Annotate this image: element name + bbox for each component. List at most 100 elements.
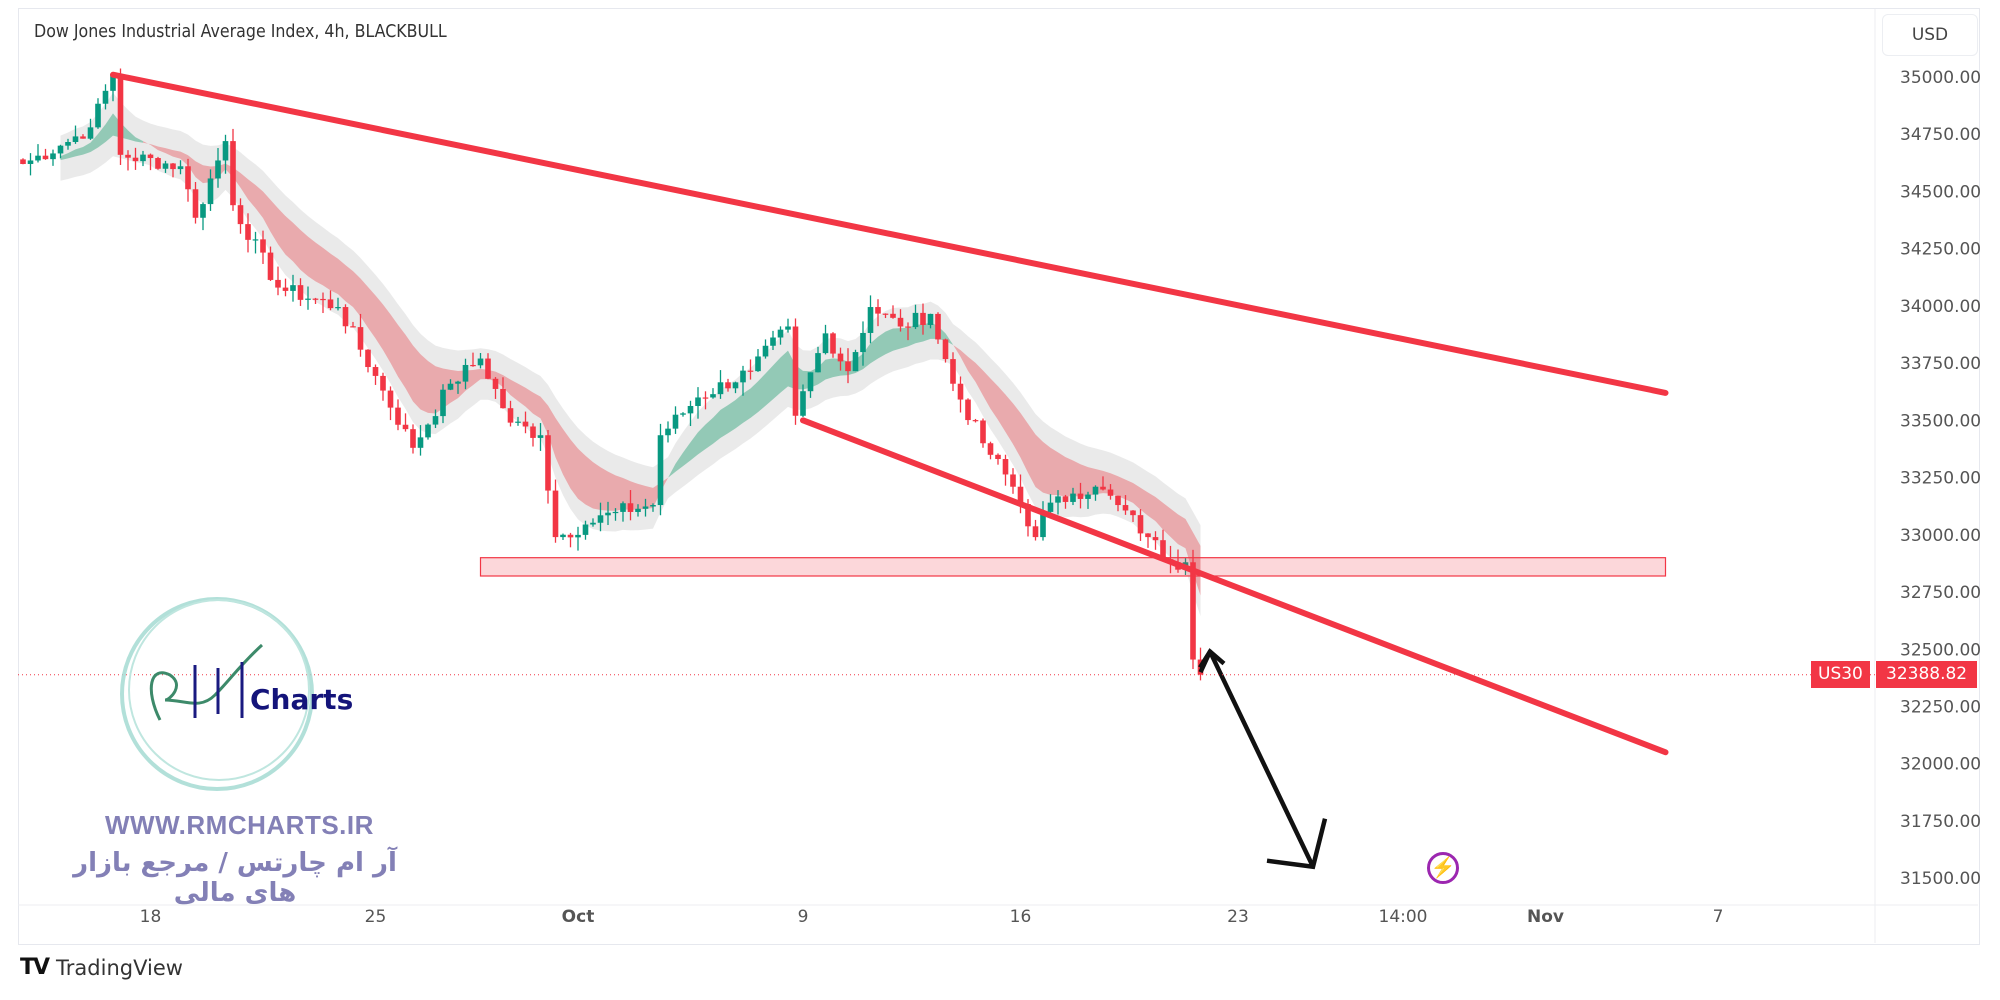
candle-body [342, 307, 349, 327]
footer[interactable]: TV TradingView [20, 955, 183, 980]
candle-body [522, 421, 529, 427]
candle [740, 365, 746, 396]
upper-trendline [110, 71, 1669, 396]
candle-body [597, 515, 604, 523]
candle [522, 411, 529, 434]
candle [800, 384, 806, 418]
candle [72, 125, 79, 144]
ribbon-segment [420, 354, 428, 413]
candle [402, 413, 409, 432]
price-axis[interactable]: 35000.00 34750.00 34500.00 34250.00 34000.00… [1900, 68, 1981, 889]
ribbon-segment [98, 124, 106, 148]
candle-body [245, 224, 251, 240]
ribbon-segment [990, 378, 998, 420]
candle-body [80, 136, 86, 139]
candle [477, 352, 484, 369]
ribbon-segment [705, 417, 713, 449]
price-tick-label: 35000.00 [1900, 68, 1981, 88]
candle [395, 399, 401, 431]
candle-body [665, 428, 671, 436]
candle [207, 169, 214, 211]
candle [710, 388, 716, 399]
candle-body [1062, 496, 1069, 502]
candle [20, 158, 26, 165]
candle [665, 421, 671, 443]
candle-body [50, 153, 56, 160]
ribbon-segment [428, 360, 436, 414]
price-tick-label: 33000.00 [1900, 526, 1981, 546]
candle-body [380, 375, 386, 391]
ribbon-segment [585, 455, 593, 509]
candle-body [1070, 493, 1076, 502]
candle [792, 318, 799, 425]
ribbon-segment [983, 370, 991, 409]
candle [905, 322, 911, 341]
candle-body [582, 524, 589, 535]
ribbon-segment [743, 388, 751, 423]
candle-body [162, 163, 169, 169]
candle-body [507, 408, 514, 423]
candle [650, 503, 656, 512]
candle [612, 508, 619, 521]
ribbon-segment [60, 153, 68, 161]
candle [237, 198, 244, 234]
ribbon-segment [675, 452, 683, 472]
price-tick-label: 32750.00 [1900, 583, 1981, 603]
candle-body [42, 155, 49, 160]
ribbon-segment [878, 331, 886, 359]
ribbon-segment [68, 149, 76, 159]
candle-body [125, 154, 131, 158]
candle-body [740, 370, 746, 383]
candle-body [252, 239, 259, 241]
candle-body [1047, 502, 1054, 512]
candle [560, 533, 566, 540]
candle-body [297, 285, 304, 300]
candle-body [612, 511, 619, 514]
ribbon-segment [1020, 412, 1028, 473]
candle-body [987, 443, 994, 455]
svg-text:Charts: Charts [250, 683, 353, 716]
candle-body [800, 391, 806, 416]
time-axis[interactable]: 18 25 Oct 9 16 23 14:00 Nov 7 [140, 907, 1724, 927]
candle-body [215, 160, 221, 179]
candle-body [65, 142, 71, 146]
ribbon-segment [1163, 502, 1171, 537]
ribbon-segment [495, 371, 503, 388]
candle [1055, 490, 1061, 515]
candle [222, 134, 229, 174]
ribbon-segment [690, 432, 698, 461]
projection-arrow [1198, 649, 1316, 868]
candle [132, 147, 139, 170]
candle-body [815, 353, 821, 373]
candle-body [725, 382, 731, 389]
time-tick-label: 7 [1713, 907, 1724, 927]
candle-body [87, 127, 94, 139]
ribbon-segment [248, 179, 256, 209]
candle [507, 400, 514, 427]
lightning-icon[interactable]: ⚡ [1427, 852, 1459, 884]
candle [717, 370, 724, 399]
candle-body [950, 359, 956, 384]
ribbon-segment [540, 396, 548, 435]
candle-body [1115, 495, 1121, 506]
drawings[interactable] [18, 71, 1875, 870]
candle-body [1137, 515, 1144, 534]
price-tick-label: 31500.00 [1900, 869, 1981, 889]
ribbon-segment [383, 304, 391, 363]
ribbon-segment [915, 324, 923, 344]
candle [440, 384, 446, 424]
ribbon-segment [608, 471, 616, 511]
tradingview-logo-icon: TV [20, 955, 50, 980]
currency-button[interactable]: USD [1882, 14, 1978, 56]
candle-body [1107, 489, 1114, 496]
ribbon-segment [728, 400, 736, 434]
ribbon-segment [1043, 441, 1051, 495]
candle [1077, 482, 1084, 509]
ribbon-segment [765, 365, 773, 406]
ribbon-segment [570, 439, 578, 499]
candle-body [1092, 486, 1099, 495]
candle [1002, 454, 1009, 486]
candle-body [1055, 496, 1061, 503]
candle [1085, 491, 1091, 509]
